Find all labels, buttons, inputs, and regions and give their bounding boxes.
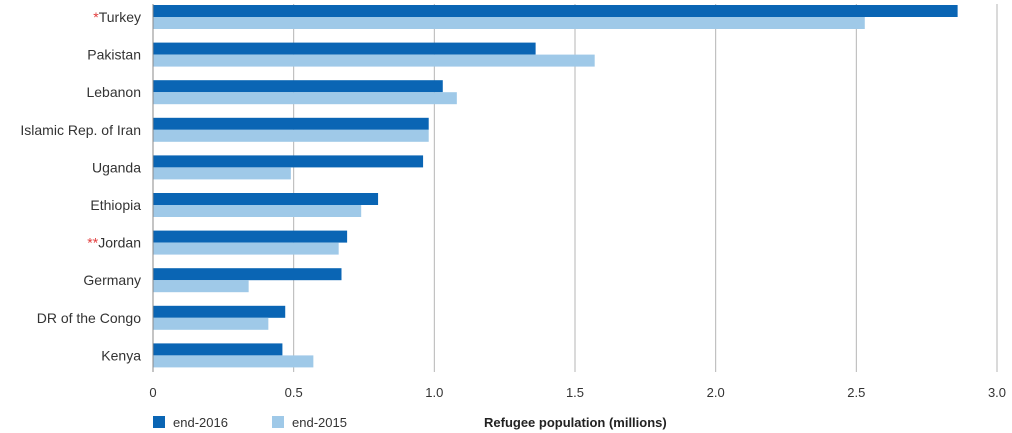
category-name: Kenya [101, 347, 141, 363]
bar-end-2016: 0.47 [153, 305, 286, 318]
x-tick-label: 3.0 [988, 385, 1006, 400]
category-label: **Jordan [87, 235, 141, 251]
bar-end-2015: 0.49 [153, 167, 291, 180]
category-label: Germany [83, 272, 141, 288]
bar-end-2015: 0.66 [153, 242, 339, 255]
x-tick-label: 1.5 [566, 385, 584, 400]
footnote-marker: ** [87, 235, 98, 251]
x-tick-label: 2.0 [707, 385, 725, 400]
category-label: Islamic Rep. of Iran [20, 122, 141, 138]
legend-label-end-2015: end-2015 [292, 415, 347, 430]
bar-end-2015: 1.57 [153, 54, 595, 67]
bar-end-2016: 0.96 [153, 155, 424, 168]
category-name: Turkey [99, 9, 141, 25]
bar-end-2016: 2.86 [153, 5, 958, 17]
bar-end-2015: 0.74 [153, 205, 362, 217]
x-tick-labels: 0 0.5 1.0 1.5 2.0 2.5 3.0 [149, 385, 1006, 400]
category-name: Germany [83, 272, 141, 288]
bar-end-2016: 0.67 [153, 268, 342, 281]
x-axis-label: Refugee population (millions) [484, 415, 667, 430]
category-label: Kenya [101, 347, 141, 363]
bar-end-2016: 0.69 [153, 230, 348, 243]
bar-end-2016: 0.8 [153, 193, 379, 205]
footnote-marker: * [93, 9, 99, 25]
bar-end-2016: 0.98 [153, 117, 429, 130]
bar-end-2015: 2.53 [153, 17, 865, 29]
category-label: *Turkey [93, 9, 141, 25]
category-name: DR of the Congo [37, 310, 141, 326]
legend-label-end-2016: end-2016 [173, 415, 228, 430]
x-tick-label: 0 [149, 385, 156, 400]
legend: end-2016 end-2015 [153, 415, 347, 430]
bar-end-2015: 0.57 [153, 355, 314, 368]
category-name: Uganda [92, 159, 141, 175]
x-tick-label: 0.5 [285, 385, 303, 400]
category-label: Uganda [92, 159, 141, 175]
category-name: Lebanon [86, 84, 141, 100]
category-name: Jordan [98, 235, 141, 251]
bar-end-2015: 0.41 [153, 317, 269, 330]
category-name: Pakistan [87, 47, 141, 63]
bar-end-2016: 1.36 [153, 42, 536, 55]
category-label: DR of the Congo [37, 310, 141, 326]
category-labels: *Turkey Pakistan Lebanon Islamic Rep. of Ir… [20, 9, 141, 363]
x-tick-label: 1.0 [425, 385, 443, 400]
category-name: Islamic Rep. of Iran [20, 122, 141, 138]
category-label: Ethiopia [90, 197, 141, 213]
bar-end-2016: 1.03 [153, 80, 443, 93]
category-label: Lebanon [86, 84, 141, 100]
bars: 2.862.53 1.361.57 1.031.08 0.980.98 0.960.49… [153, 5, 958, 368]
bar-end-2015: 0.98 [153, 129, 429, 142]
x-tick-label: 2.5 [847, 385, 865, 400]
legend-swatch-end-2015 [272, 416, 284, 428]
bar-end-2015: 0.34 [153, 280, 249, 293]
category-label: Pakistan [87, 47, 141, 63]
bar-end-2016: 0.46 [153, 343, 283, 356]
category-name: Ethiopia [90, 197, 141, 213]
bar-end-2015: 1.08 [153, 92, 457, 105]
legend-swatch-end-2016 [153, 416, 165, 428]
